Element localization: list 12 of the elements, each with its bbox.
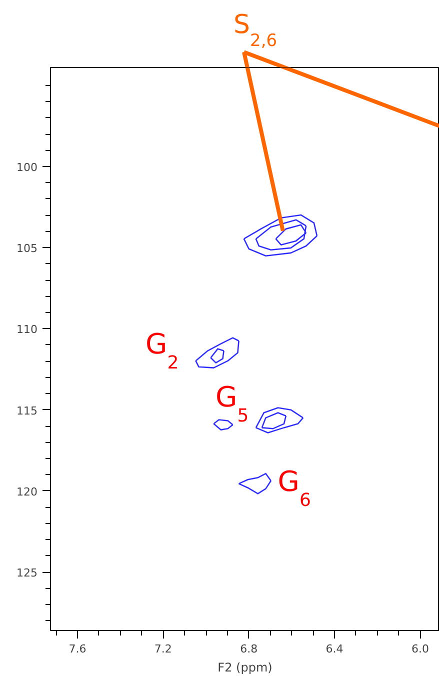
y-tick-label: 125	[16, 566, 38, 580]
x-tick-label: 6.8	[240, 642, 258, 656]
x-tick-label: 7.6	[68, 642, 86, 656]
y-tick-label: 115	[16, 404, 38, 418]
x-axis-title: F2 (ppm)	[218, 660, 272, 674]
y-tick-label: 105	[16, 242, 38, 256]
y-tick-label: 120	[16, 485, 38, 498]
x-tick-label: 6.4	[326, 642, 344, 656]
y-tick-label: 100	[16, 160, 38, 174]
y-tick-label: 110	[16, 323, 38, 336]
x-tick-label: 6.0	[411, 642, 429, 656]
x-tick-label: 7.2	[154, 642, 172, 656]
